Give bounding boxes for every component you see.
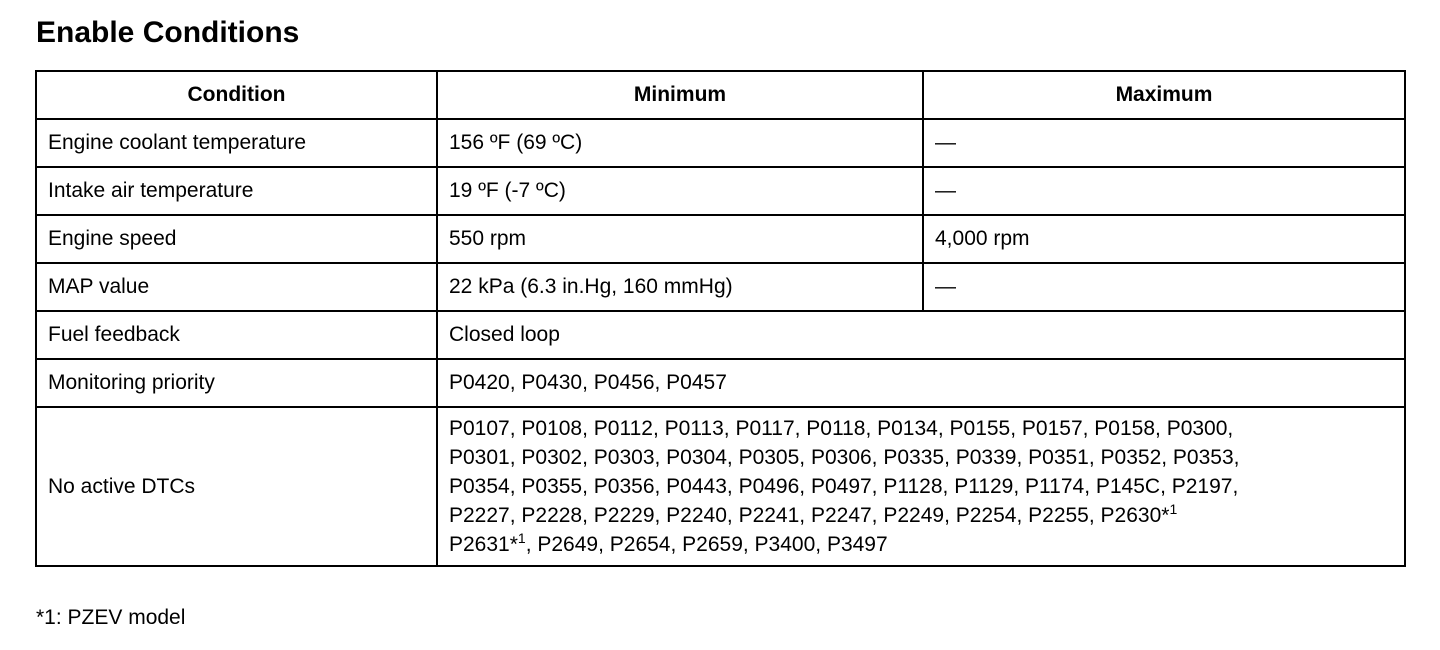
dtc-line: P0107, P0108, P0112, P0113, P0117, P0118…: [449, 414, 1393, 443]
minimum-cell: 550 rpm: [436, 214, 924, 264]
footnote-marker: 1: [517, 530, 526, 546]
dtc-line: P2631*1, P2649, P2654, P2659, P3400, P34…: [449, 530, 1393, 559]
dtc-line: P0301, P0302, P0303, P0304, P0305, P0306…: [449, 443, 1393, 472]
dtc-text: P0107, P0108, P0112, P0113, P0117, P0118…: [449, 417, 1234, 440]
table-row: MAP value 22 kPa (6.3 in.Hg, 160 mmHg) —: [35, 262, 1406, 312]
dtc-list-cell: P0107, P0108, P0112, P0113, P0117, P0118…: [436, 406, 1406, 567]
maximum-cell: —: [922, 118, 1406, 168]
header-maximum: Maximum: [922, 70, 1406, 120]
maximum-cell: —: [922, 166, 1406, 216]
table-row: Engine coolant temperature 156 ºF (69 ºC…: [35, 118, 1406, 168]
dtc-text: , P2649, P2654, P2659, P3400, P3497: [525, 533, 888, 556]
value-cell: P0420, P0430, P0456, P0457: [436, 358, 1406, 408]
condition-cell: Intake air temperature: [35, 166, 438, 216]
section-title: Enable Conditions: [36, 16, 300, 49]
dtc-text: P0354, P0355, P0356, P0443, P0496, P0497…: [449, 475, 1239, 498]
minimum-cell: 156 ºF (69 ºC): [436, 118, 924, 168]
footnote-marker: 1: [1169, 501, 1178, 517]
table-row-dtcs: No active DTCs P0107, P0108, P0112, P011…: [35, 406, 1406, 567]
dtc-text: P2227, P2228, P2229, P2240, P2241, P2247…: [449, 504, 1170, 527]
condition-cell: Fuel feedback: [35, 310, 438, 360]
condition-cell: No active DTCs: [35, 406, 438, 567]
dtc-text: P2631*: [449, 533, 518, 556]
condition-cell: Engine coolant temperature: [35, 118, 438, 168]
dtc-line: P2227, P2228, P2229, P2240, P2241, P2247…: [449, 501, 1393, 530]
maximum-cell: 4,000 rpm: [922, 214, 1406, 264]
header-minimum: Minimum: [436, 70, 924, 120]
maximum-cell: —: [922, 262, 1406, 312]
condition-cell: Engine speed: [35, 214, 438, 264]
condition-cell: Monitoring priority: [35, 358, 438, 408]
table-row: Monitoring priority P0420, P0430, P0456,…: [35, 358, 1406, 408]
dtc-line: P0354, P0355, P0356, P0443, P0496, P0497…: [449, 472, 1393, 501]
minimum-cell: 22 kPa (6.3 in.Hg, 160 mmHg): [436, 262, 924, 312]
header-condition: Condition: [35, 70, 438, 120]
enable-conditions-table: Condition Minimum Maximum Engine coolant…: [35, 70, 1406, 567]
table-row: Intake air temperature 19 ºF (-7 ºC) —: [35, 166, 1406, 216]
value-cell: Closed loop: [436, 310, 1406, 360]
dtc-text: P0301, P0302, P0303, P0304, P0305, P0306…: [449, 446, 1240, 469]
table-row: Engine speed 550 rpm 4,000 rpm: [35, 214, 1406, 264]
condition-cell: MAP value: [35, 262, 438, 312]
footnote: *1: PZEV model: [36, 606, 186, 629]
table-row: Fuel feedback Closed loop: [35, 310, 1406, 360]
minimum-cell: 19 ºF (-7 ºC): [436, 166, 924, 216]
table-header-row: Condition Minimum Maximum: [35, 70, 1406, 120]
